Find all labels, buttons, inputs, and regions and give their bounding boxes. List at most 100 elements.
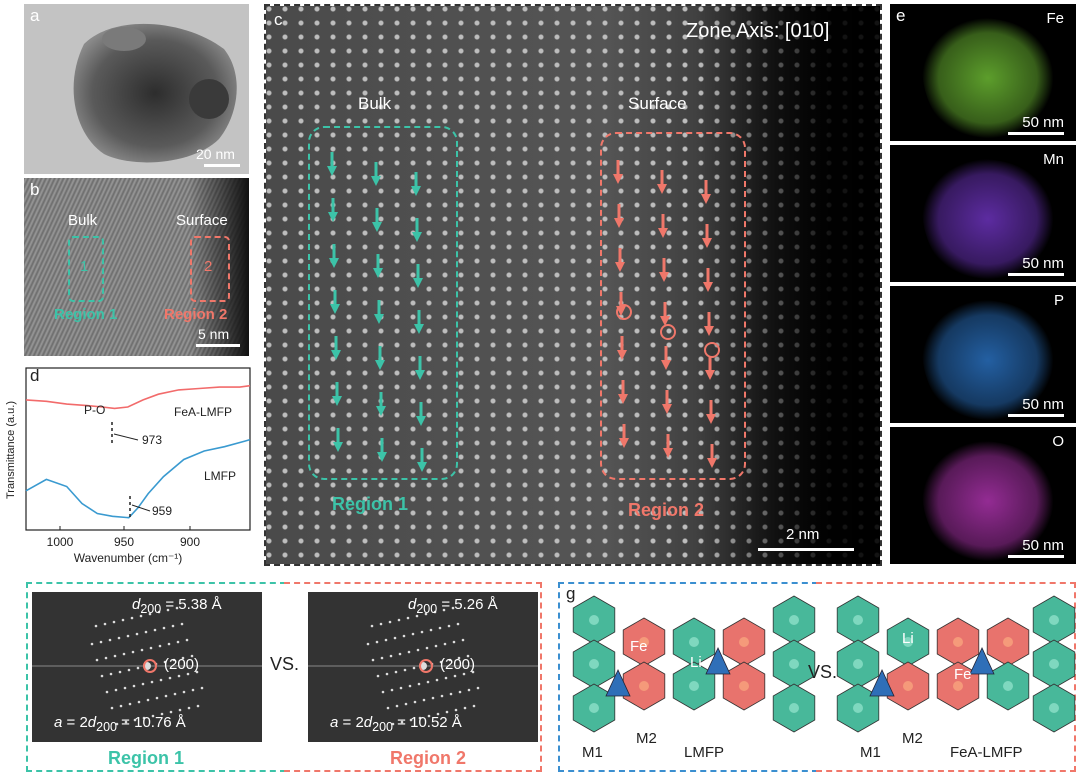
fft-spot: [389, 654, 393, 658]
eds-scalebar: [1008, 414, 1064, 417]
fft-right: d200 = 5.26 Å (200) a = 2d200 = 10.52 Å: [308, 592, 538, 742]
fft-pattern-left: [32, 606, 262, 726]
fft-200-circle: [143, 659, 157, 673]
arrow-region-1-head: [329, 258, 339, 268]
fft-spot: [444, 676, 448, 680]
fft-spot: [119, 704, 123, 708]
fft-spot: [103, 622, 107, 626]
fe-octahedron-atom: [739, 681, 749, 691]
vs-label-g: VS.: [808, 662, 838, 682]
fft-spot: [137, 700, 141, 704]
fft-pattern-right: [308, 606, 538, 726]
x-axis-label: Wavenumber (cm⁻¹): [74, 551, 183, 565]
arrow-region-1-head: [330, 304, 340, 314]
panel-label-a: a: [30, 6, 40, 25]
fft-spot: [153, 628, 157, 632]
fft-spot: [394, 670, 398, 674]
fft-spot: [435, 678, 439, 682]
fe-label-left: Fe: [630, 638, 648, 655]
scalebar-a: [204, 164, 240, 167]
arrow-region-1-head: [375, 360, 385, 370]
panel-f: f d200 = 5.38 Å (200) a = 2d200 = 10.76 …: [26, 582, 544, 774]
bulk-label-c: Bulk: [358, 94, 392, 113]
fft-spot: [379, 622, 383, 626]
fft-spot: [420, 630, 424, 634]
fft-spot: [181, 656, 185, 660]
eds-scalebar-text: 50 nm: [1022, 255, 1064, 272]
box-1-number: 1: [80, 258, 89, 275]
fft-spot: [463, 706, 467, 710]
fft-spot: [404, 702, 408, 706]
fft-spot: [390, 688, 394, 692]
fft-spot: [105, 690, 109, 694]
fft-spot: [442, 608, 446, 612]
arrow-region-2-head: [705, 370, 715, 380]
fe-octahedron-atom: [1003, 637, 1013, 647]
eds-element-label: Mn: [1043, 151, 1064, 168]
fe-octahedron-atom: [639, 637, 649, 647]
arrow-region-2-head: [618, 394, 628, 404]
fft-spot: [121, 618, 125, 622]
fft-spot: [418, 716, 422, 720]
fft-spot: [155, 696, 159, 700]
fft-spot: [458, 690, 462, 694]
scalebar-a-text: 20 nm: [196, 146, 235, 162]
fft-spot: [438, 626, 442, 630]
arrow-region-1-head: [332, 396, 342, 406]
fft-spot: [95, 658, 99, 662]
zone-axis-label: Zone Axis: [010]: [686, 20, 830, 42]
fft-spot: [433, 610, 437, 614]
panel-b: b Bulk Surface 1 2 Region 1 Region 2 5 n…: [24, 178, 249, 356]
eds-element-label: Fe: [1046, 10, 1064, 27]
fft-spot: [135, 632, 139, 636]
fft-spot: [412, 666, 416, 670]
arrow-region-1-head: [415, 370, 425, 380]
name-right: FeA-LMFP: [950, 744, 1023, 761]
region-2-box-c: [600, 132, 746, 480]
fft-spot: [380, 656, 384, 660]
fft-spot: [471, 670, 475, 674]
arrow-region-2-head: [661, 360, 671, 370]
m1-label-right: M1: [860, 744, 881, 761]
fft-spot: [115, 722, 119, 726]
li-octahedron-atom: [1049, 615, 1059, 625]
li-octahedron-atom: [1003, 681, 1013, 691]
fft-spot: [424, 612, 428, 616]
fft-spot: [176, 640, 180, 644]
fft-spot: [118, 670, 122, 674]
region-box-2: [190, 236, 230, 302]
eds-scalebar-text: 50 nm: [1022, 396, 1064, 413]
li-octahedron-atom: [589, 703, 599, 713]
xtick-1000: 1000: [47, 535, 74, 549]
fft-spot: [400, 720, 404, 724]
fft-spot: [190, 654, 194, 658]
fft-spot: [117, 636, 121, 640]
panel-g: g Fe Li M1 M2 LMFP VS. Li Fe M1 M2 FeA-L…: [558, 582, 1078, 774]
fft-spot: [426, 680, 430, 684]
region-box-1: [68, 236, 104, 302]
fft-spot: [158, 644, 162, 648]
arrow-region-2-head: [706, 414, 716, 424]
arrow-region-2-head: [615, 262, 625, 272]
fft-spot: [123, 686, 127, 690]
region-1-box-c: [308, 126, 458, 480]
arrow-region-2-head: [613, 174, 623, 184]
fft-spot: [144, 630, 148, 634]
fft-spot: [163, 660, 167, 664]
fe-octahedron-atom: [903, 681, 913, 691]
fft-spot: [128, 702, 132, 706]
fft-spot: [415, 614, 419, 618]
plane-label-left: (200): [164, 656, 200, 673]
xtick-950: 950: [114, 535, 134, 549]
fft-spot: [449, 692, 453, 696]
fft-spot: [406, 616, 410, 620]
fft-spot: [148, 612, 152, 616]
fft-spot: [385, 672, 389, 676]
series-label-lmfp: LMFP: [204, 469, 236, 483]
fft-spot: [142, 716, 146, 720]
li-octahedron-atom: [853, 703, 863, 713]
fft-spot: [411, 632, 415, 636]
arrow-region-2-head: [662, 404, 672, 414]
arrow-region-2-head: [619, 438, 629, 448]
po4-tetrahedron: [705, 647, 731, 675]
